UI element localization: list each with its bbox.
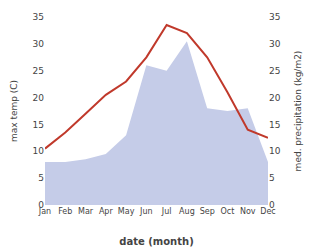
svg-text:Feb: Feb [58, 207, 72, 216]
svg-text:5: 5 [269, 173, 275, 183]
svg-text:20: 20 [269, 93, 281, 103]
svg-text:15: 15 [33, 120, 44, 130]
svg-text:Jan: Jan [38, 207, 51, 216]
svg-text:25: 25 [269, 66, 280, 76]
svg-text:Dec: Dec [260, 207, 275, 216]
svg-text:Nov: Nov [240, 207, 256, 216]
svg-text:10: 10 [33, 146, 45, 156]
svg-text:0: 0 [269, 200, 275, 210]
svg-text:25: 25 [33, 66, 44, 76]
svg-text:Apr: Apr [99, 207, 114, 216]
svg-text:Oct: Oct [221, 207, 235, 216]
svg-text:date (month): date (month) [119, 236, 193, 247]
svg-text:Aug: Aug [179, 207, 195, 216]
svg-text:35: 35 [269, 12, 280, 22]
svg-text:10: 10 [269, 146, 281, 156]
svg-text:med. precipitation (kg/m2): med. precipitation (kg/m2) [293, 51, 303, 172]
svg-text:15: 15 [269, 120, 280, 130]
svg-text:35: 35 [33, 12, 44, 22]
svg-text:0: 0 [38, 200, 44, 210]
svg-text:Jun: Jun [139, 207, 153, 216]
svg-text:May: May [118, 207, 135, 216]
svg-text:Sep: Sep [200, 207, 215, 216]
svg-text:Jul: Jul [161, 207, 172, 216]
svg-text:30: 30 [269, 39, 281, 49]
svg-text:5: 5 [38, 173, 44, 183]
svg-text:Mar: Mar [78, 207, 94, 216]
svg-text:20: 20 [33, 93, 45, 103]
svg-text:30: 30 [33, 39, 45, 49]
svg-text:max temp (C): max temp (C) [9, 80, 19, 142]
